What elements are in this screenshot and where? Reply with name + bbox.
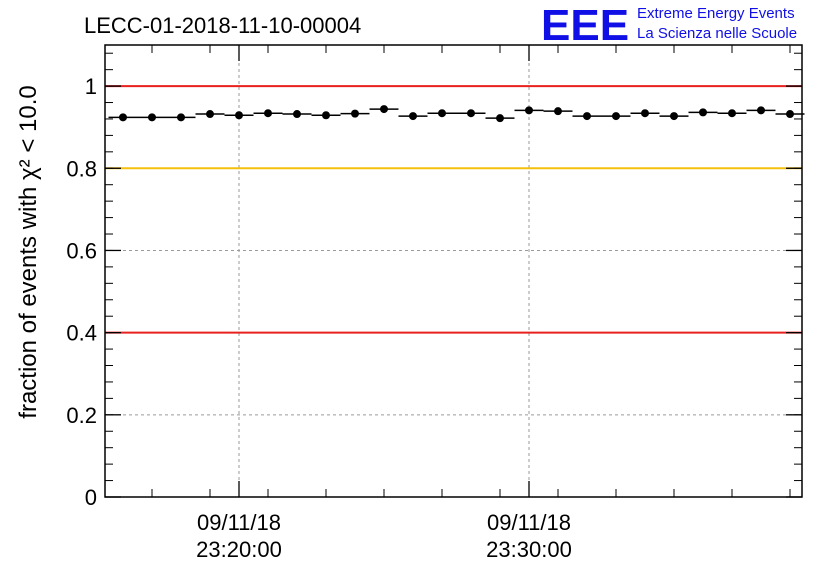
data-point — [583, 112, 591, 121]
data-point — [670, 112, 678, 121]
data-point — [409, 112, 417, 121]
data-point — [148, 113, 156, 122]
y-tick-label: 0 — [85, 485, 97, 510]
y-tick-label: 1 — [85, 74, 97, 99]
logo-line-1: Extreme Energy Events — [637, 5, 795, 22]
data-point — [293, 110, 301, 119]
data-point — [699, 108, 707, 117]
data-point — [757, 106, 765, 115]
data-point — [467, 109, 475, 118]
y-axis: 0 0.2 0.4 0.6 0.8 1 — [66, 52, 802, 510]
data-point — [525, 106, 533, 115]
data-point — [177, 113, 185, 122]
data-point — [235, 111, 243, 120]
data-point — [612, 112, 620, 121]
data-point — [641, 109, 649, 118]
x-tick-time: 23:20:00 — [196, 537, 282, 562]
y-tick-label: 0.8 — [66, 156, 97, 181]
x-tick-date: 09/11/18 — [487, 510, 571, 535]
data-point — [264, 109, 272, 118]
reference-lines — [105, 85, 802, 334]
y-tick-label: 0.2 — [66, 403, 97, 428]
eee-logo: EEE Extreme Energy Events La Scienza nel… — [541, 1, 797, 50]
logo-line-2: La Scienza nelle Scuole — [637, 25, 797, 42]
data-point — [554, 107, 562, 116]
data-point — [496, 114, 504, 123]
data-point — [206, 110, 214, 119]
y-tick-label: 0.4 — [66, 321, 97, 346]
x-tick-date: 09/11/18 — [197, 510, 281, 535]
data-point — [786, 110, 794, 119]
y-axis-label: fraction of events with χ² < 10.0 — [15, 85, 42, 418]
data-series — [108, 105, 805, 123]
logo-mark: EEE — [541, 1, 629, 50]
y-tick-label: 0.6 — [66, 238, 97, 263]
data-point — [380, 105, 388, 114]
data-point — [438, 109, 446, 118]
data-point — [119, 113, 127, 122]
data-point — [351, 109, 359, 118]
data-point — [322, 111, 330, 120]
data-point — [728, 109, 736, 118]
plot-frame — [104, 44, 803, 498]
chart-title: LECC-01-2018-11-10-00004 — [84, 13, 361, 38]
x-tick-time: 23:30:00 — [486, 537, 572, 562]
